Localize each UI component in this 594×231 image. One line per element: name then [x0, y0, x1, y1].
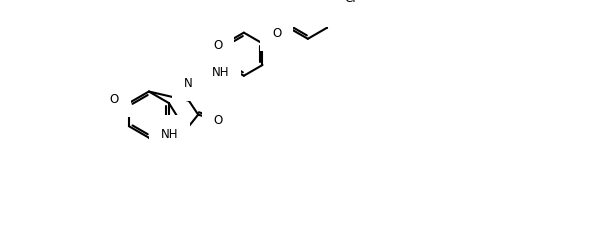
Text: O: O: [214, 113, 223, 126]
Text: Cl: Cl: [345, 0, 356, 6]
Text: NH: NH: [160, 127, 178, 140]
Text: O: O: [110, 93, 119, 106]
Text: NH: NH: [212, 66, 229, 79]
Text: O: O: [272, 27, 282, 40]
Text: O: O: [213, 39, 222, 52]
Text: N: N: [184, 77, 193, 90]
